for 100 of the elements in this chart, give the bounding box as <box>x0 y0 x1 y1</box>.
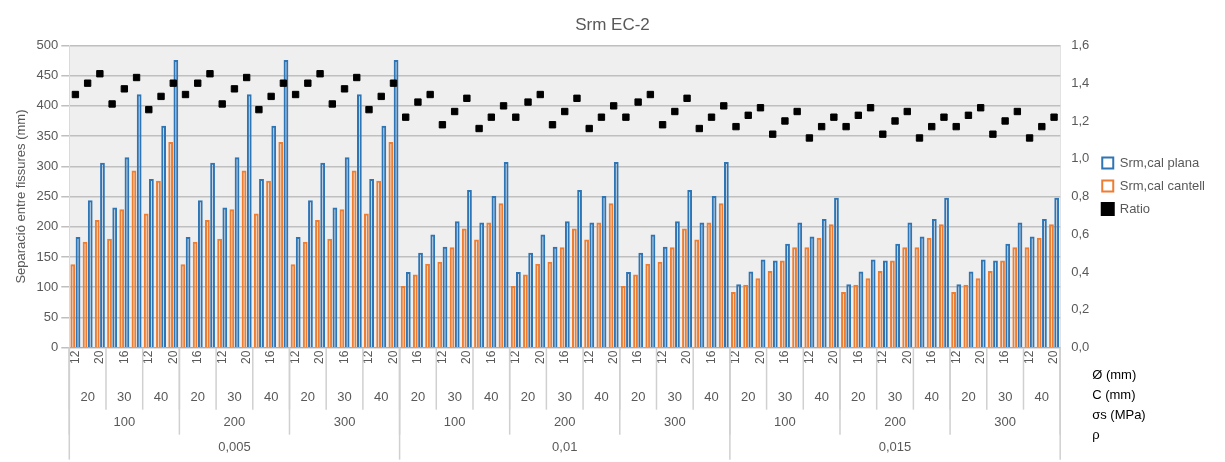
text: 40 <box>153 389 169 405</box>
y-tick-label: 400 <box>36 97 59 113</box>
text: 200 <box>223 414 246 430</box>
y-tick-label: 100 <box>36 278 59 294</box>
x-tick-label: 12 <box>361 350 376 365</box>
text: 40 <box>484 389 499 405</box>
x-tick-label: 20 <box>1046 350 1061 365</box>
x-tick-label: 16 <box>410 350 425 365</box>
text: 40 <box>704 389 719 405</box>
x-tick-label: 20 <box>459 350 474 365</box>
y-tick-label: 300 <box>36 157 59 173</box>
x-tick-label: 12 <box>948 350 963 365</box>
text: 0,015 <box>878 439 912 455</box>
text: σs (MPa) <box>1092 407 1146 423</box>
x-tick-label: 12 <box>287 350 302 365</box>
text: 30 <box>337 389 352 405</box>
y2-tick-label: 0,8 <box>1071 188 1090 204</box>
x-tick-label: 12 <box>875 350 890 365</box>
text: 40 <box>263 389 279 405</box>
x-tick-label: 20 <box>752 350 767 365</box>
text: 200 <box>884 414 906 430</box>
x-tick-label: 16 <box>483 350 498 365</box>
x-tick-label: 12 <box>508 350 523 365</box>
text: 20 <box>190 389 205 405</box>
text: 0,01 <box>552 439 578 455</box>
x-tick-label: 20 <box>312 350 327 365</box>
x-tick-label: 12 <box>434 350 449 365</box>
x-tick-label: 20 <box>165 350 180 365</box>
y-tick-label: 50 <box>43 309 59 325</box>
y-tick-label: 500 <box>36 36 59 52</box>
x-tick-label: 16 <box>557 350 572 365</box>
y2-tick-label: 1,0 <box>1071 150 1090 166</box>
text: 20 <box>961 389 976 405</box>
text: 200 <box>553 414 576 430</box>
x-tick-label: 20 <box>679 350 694 365</box>
x-tick-label: 12 <box>801 350 816 365</box>
y2-tick-label: 1,2 <box>1071 112 1090 128</box>
x-tick-label: 12 <box>581 350 596 365</box>
x-tick-label: 12 <box>728 350 743 365</box>
text: 20 <box>80 389 95 405</box>
y-axis-title: Separació entre fissures (mm) <box>13 109 29 284</box>
text: C (mm) <box>1092 387 1136 403</box>
text: 40 <box>814 389 829 405</box>
text: 30 <box>777 389 793 405</box>
y2-tick-label: 0,4 <box>1071 263 1090 279</box>
text: 100 <box>774 414 796 430</box>
x-tick-label: 20 <box>238 350 253 365</box>
y2-tick-label: 0,2 <box>1071 301 1090 317</box>
y2-tick-label: 0,0 <box>1071 339 1090 355</box>
x-tick-label: 12 <box>141 350 156 365</box>
legend-label: Srm,cal cantell <box>1119 177 1206 193</box>
text: 40 <box>374 389 389 405</box>
x-tick-label: 16 <box>924 350 939 365</box>
text: 30 <box>557 389 572 405</box>
x-tick-label: 16 <box>997 350 1012 365</box>
x-tick-label: 20 <box>826 350 841 365</box>
x-tick-label: 20 <box>92 350 107 365</box>
x-tick-label: 20 <box>385 350 400 365</box>
x-tick-label: 20 <box>605 350 620 365</box>
x-tick-label: 16 <box>263 350 278 365</box>
y-tick-label: 0 <box>51 339 59 355</box>
y-tick-label: 350 <box>36 127 59 143</box>
y2-tick-label: 0,6 <box>1071 225 1090 241</box>
y-tick-label: 200 <box>36 218 59 234</box>
text: 20 <box>851 389 866 405</box>
x-tick-label: 12 <box>1021 350 1036 365</box>
text: 40 <box>924 389 939 405</box>
text: 0,005 <box>218 439 251 455</box>
text: 20 <box>741 389 756 405</box>
text: 30 <box>997 389 1013 405</box>
text: 100 <box>113 414 136 430</box>
x-tick-label: 12 <box>214 350 229 365</box>
y-tick-label: 450 <box>36 67 59 83</box>
y2-tick-label: 1,6 <box>1071 36 1090 52</box>
x-tick-label: 20 <box>532 350 547 365</box>
text: 20 <box>300 389 316 405</box>
text: 30 <box>887 389 903 405</box>
x-tick-label: 16 <box>116 350 131 365</box>
x-tick-label: 16 <box>190 350 205 365</box>
x-tick-label: 16 <box>850 350 865 365</box>
text: ρ <box>1092 427 1100 443</box>
legend-label: Srm,cal plana <box>1119 154 1200 170</box>
x-tick-label: 16 <box>336 350 351 365</box>
y-tick-label: 250 <box>36 188 59 204</box>
text: 30 <box>117 389 132 405</box>
y-tick-label: 150 <box>36 248 59 264</box>
text: 20 <box>410 389 426 405</box>
text: 300 <box>994 414 1016 430</box>
text: 30 <box>447 389 462 405</box>
x-tick-label: 16 <box>777 350 792 365</box>
text: Ø (mm) <box>1092 367 1137 383</box>
x-tick-label: 20 <box>899 350 914 365</box>
y2-tick-label: 1,4 <box>1071 74 1090 90</box>
text: 20 <box>630 389 646 405</box>
x-tick-label: 20 <box>972 350 987 365</box>
text: 20 <box>520 389 536 405</box>
legend-label: Ratio <box>1119 200 1151 216</box>
x-tick-label: 12 <box>654 350 669 365</box>
text: 40 <box>1034 389 1050 405</box>
text: 100 <box>443 414 466 430</box>
